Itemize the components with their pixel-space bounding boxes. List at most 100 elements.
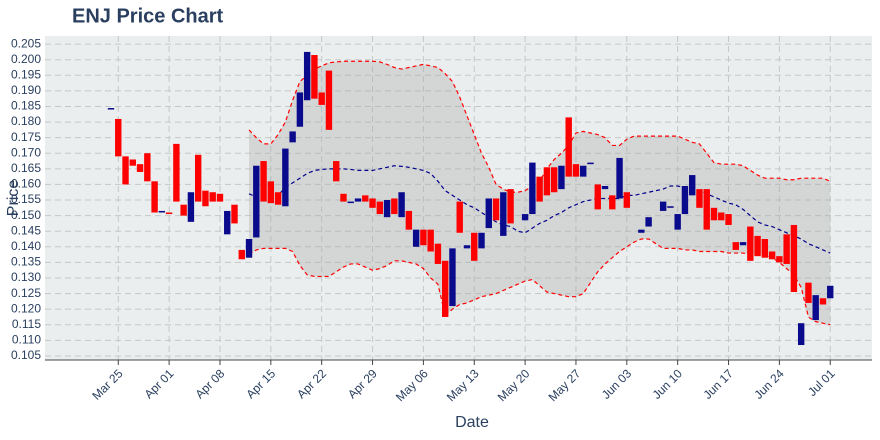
candle [761,239,769,258]
candle [805,282,812,303]
candle [616,157,623,199]
x-tick-label: Apr 01 [142,366,177,401]
y-axis-title: Price [5,180,22,217]
candle [209,192,216,202]
candle [492,198,500,221]
candle [325,70,333,130]
candle [318,92,325,105]
candle [115,118,122,157]
candle [391,198,398,215]
candle [173,143,180,202]
candle [441,260,449,317]
x-tick-label: May 27 [546,366,584,404]
candle [245,239,253,258]
candle [420,229,427,246]
lower-band [248,238,831,326]
y-tick-label: 0.150 [11,208,41,222]
x-tick-label: Mar 25 [89,366,126,403]
candle [550,167,558,193]
y-tick-label: 0.115 [12,317,41,331]
candle [623,192,631,208]
x-tick-label: Jun 03 [599,366,635,402]
candle [681,185,689,215]
x-tick-label: Jun 10 [650,366,686,402]
y-tick-label: 0.155 [11,192,41,206]
candle [536,176,543,202]
y-tick-label: 0.140 [11,239,41,253]
candle [601,185,609,190]
candle [354,198,362,202]
candle [827,285,834,299]
x-tick-label: Apr 29 [345,366,380,401]
y-tick-label: 0.125 [11,286,41,300]
candle [500,192,507,236]
candle [768,251,776,260]
y-tick-label: 0.160 [11,177,41,191]
candle [289,131,296,143]
candle [180,204,187,216]
y-tick-label: 0.170 [11,145,41,159]
candle [398,192,405,218]
candle [165,212,173,215]
candle [776,256,783,263]
candle [478,232,485,249]
candle [136,164,144,172]
candle [122,156,129,185]
x-tick-label: Apr 15 [243,366,278,401]
candle [434,243,442,264]
candle [144,153,151,182]
y-tick-label: 0.105 [11,348,41,362]
candle [369,198,376,208]
x-tick-label: May 20 [495,366,533,404]
candle [594,184,601,210]
y-tick-label: 0.180 [11,114,41,128]
y-tick-label: 0.175 [11,130,41,144]
candle [340,193,347,202]
x-tick-label: Apr 08 [192,366,227,401]
candle [638,229,645,233]
y-tick-label: 0.130 [11,270,41,284]
candle [725,214,732,225]
candle [282,148,289,207]
candle [659,201,667,211]
candle [819,298,827,305]
candle [311,55,318,99]
x-tick-label: May 06 [393,366,431,404]
candle [790,224,798,293]
candle [739,242,747,246]
candle [216,193,224,202]
candle [347,201,354,204]
y-tick-label: 0.205 [11,36,41,50]
candle [609,195,616,210]
y-tick-label: 0.190 [11,83,41,97]
candle [267,181,275,204]
x-tick-label: Jun 17 [701,366,737,402]
candle [471,232,478,261]
candle [253,165,260,238]
candle [565,117,572,177]
candle [456,201,463,233]
candle [543,167,551,196]
candle [107,108,115,110]
candle [521,214,529,221]
candle [303,51,311,101]
y-tick-label: 0.185 [11,99,41,113]
candle [703,189,710,230]
candle [427,229,434,252]
candle [718,212,725,221]
candle [383,200,391,218]
candle [587,162,594,165]
candle [485,198,492,229]
x-tick-label: Apr 22 [294,366,329,401]
y-tick-label: 0.120 [11,301,41,315]
candle [405,210,413,230]
candle [376,201,384,215]
y-tick-label: 0.135 [11,255,41,269]
plot-background [45,36,872,360]
candle [194,154,202,202]
candle [129,159,136,166]
candle [507,189,514,224]
candle [572,164,580,177]
candle [362,195,369,202]
candle [260,161,267,202]
